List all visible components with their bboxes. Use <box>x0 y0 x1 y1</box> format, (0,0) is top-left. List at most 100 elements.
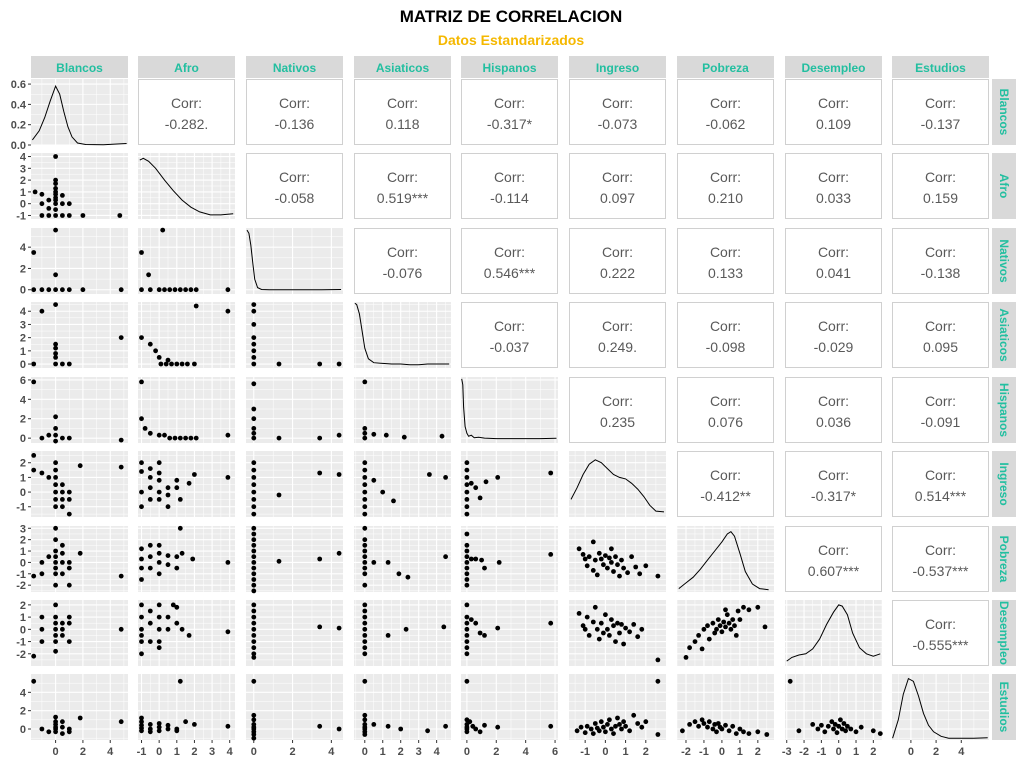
corr-panel-bg <box>892 153 989 219</box>
corr-panel-bg <box>785 228 882 294</box>
scatter-point <box>60 489 65 495</box>
panel-nativos-afro <box>138 227 235 294</box>
scatter-point <box>582 626 588 632</box>
panel-afro-hispanos: Corr: -0.114 <box>461 153 558 219</box>
scatter-point <box>692 639 698 644</box>
scatter-point <box>468 556 474 562</box>
scatter-point <box>139 602 144 608</box>
scatter-point <box>715 617 721 622</box>
scatter-point <box>53 414 58 420</box>
panel-blancos-pobreza: Corr: -0.062 <box>677 79 774 145</box>
scatter-point <box>848 726 854 732</box>
scatter-point <box>619 557 624 563</box>
scatter-point <box>60 435 65 441</box>
panel-desempleo-ingreso <box>569 600 666 666</box>
y-tick-label: 1 <box>20 187 26 199</box>
scatter-point <box>477 495 483 501</box>
scatter-point <box>163 361 169 367</box>
scatter-point <box>156 432 162 438</box>
scatter-point <box>631 622 637 627</box>
strip-top-label-desempleo: Desempleo <box>801 61 865 75</box>
panel-bg <box>354 451 451 517</box>
scatter-point <box>66 511 72 517</box>
scatter-point <box>139 287 144 293</box>
scatter-point <box>53 432 58 438</box>
scatter-point <box>464 542 470 548</box>
corr-label: Corr: <box>818 542 849 558</box>
panel-pobreza-afro <box>138 525 235 592</box>
panel-estudios-hispanos <box>461 674 558 740</box>
scatter-point <box>251 322 257 327</box>
scatter-point <box>586 554 592 560</box>
scatter-point <box>156 639 162 644</box>
scatter-point <box>635 721 641 726</box>
panel-ingreso-hispanos <box>461 451 558 517</box>
scatter-point <box>607 555 612 561</box>
scatter-point <box>53 620 58 626</box>
scatter-point <box>619 622 624 627</box>
scatter-point <box>251 565 257 571</box>
y-tick-label: 0 <box>20 724 26 736</box>
scatter-point <box>425 728 430 734</box>
scatter-point <box>336 432 342 438</box>
scatter-point <box>726 620 732 626</box>
panel-ingreso-ingreso <box>569 451 666 517</box>
corr-panel-bg <box>892 600 989 666</box>
scatter-point <box>601 630 606 636</box>
panel-hispanos-blancos <box>31 377 128 444</box>
scatter-point <box>53 177 58 183</box>
scatter-point <box>467 719 473 725</box>
panel-blancos-afro: Corr: -0.282. <box>138 79 235 145</box>
strip-top-label-ingreso: Ingreso <box>596 61 639 75</box>
scatter-point <box>251 639 257 644</box>
panel-bg <box>569 674 666 740</box>
x-tick-label: -2 <box>799 746 809 758</box>
y-tick-label: 2 <box>20 706 26 718</box>
scatter-point <box>611 623 616 629</box>
scatter-point <box>362 525 368 531</box>
x-tick-label: -1 <box>816 746 826 758</box>
scatter-point <box>53 482 58 488</box>
scatter-point <box>362 717 368 723</box>
scatter-point <box>179 550 185 556</box>
scatter-point <box>276 558 282 564</box>
scatter-point <box>53 614 58 620</box>
scatter-point <box>185 361 190 367</box>
scatter-point <box>473 726 479 732</box>
corr-label: Corr: <box>818 467 849 483</box>
scatter-point <box>53 548 58 554</box>
scatter-point <box>156 614 162 620</box>
scatter-point <box>251 560 257 565</box>
scatter-point <box>46 197 52 203</box>
panel-desempleo-afro <box>138 600 235 666</box>
scatter-point <box>66 620 72 626</box>
scatter-point <box>147 497 153 502</box>
corr-value: 0.235 <box>600 414 635 430</box>
x-tick-label: 1 <box>853 746 859 758</box>
panel-ingreso-estudios: Corr: 0.514*** <box>892 451 989 517</box>
panel-asiaticos-afro <box>138 302 235 368</box>
scatter-point <box>60 497 65 502</box>
scatter-point <box>822 729 828 735</box>
scatter-point <box>617 630 622 636</box>
scatter-point <box>53 571 58 577</box>
scatter-point <box>815 726 821 732</box>
panel-estudios-pobreza <box>676 674 774 740</box>
panel-afro-asiaticos: Corr: 0.519*** <box>354 153 451 219</box>
scatter-point <box>598 556 604 562</box>
scatter-point <box>594 572 600 578</box>
scatter-point <box>156 626 162 632</box>
scatter-point <box>276 435 282 441</box>
strip-right-pobreza <box>992 526 1016 592</box>
scatter-point <box>53 186 58 191</box>
scatter-point <box>362 651 368 657</box>
panel-nativos-nativos <box>246 228 343 294</box>
scatter-point <box>156 728 162 734</box>
scatter-point <box>631 712 637 718</box>
corr-value: 0.133 <box>708 265 743 281</box>
scatter-point <box>582 556 588 562</box>
strip-right-asiaticos <box>992 302 1016 368</box>
scatter-point <box>39 626 45 632</box>
panel-asiaticos-nativos <box>246 302 343 368</box>
y-tick-label: 0 <box>20 557 26 569</box>
